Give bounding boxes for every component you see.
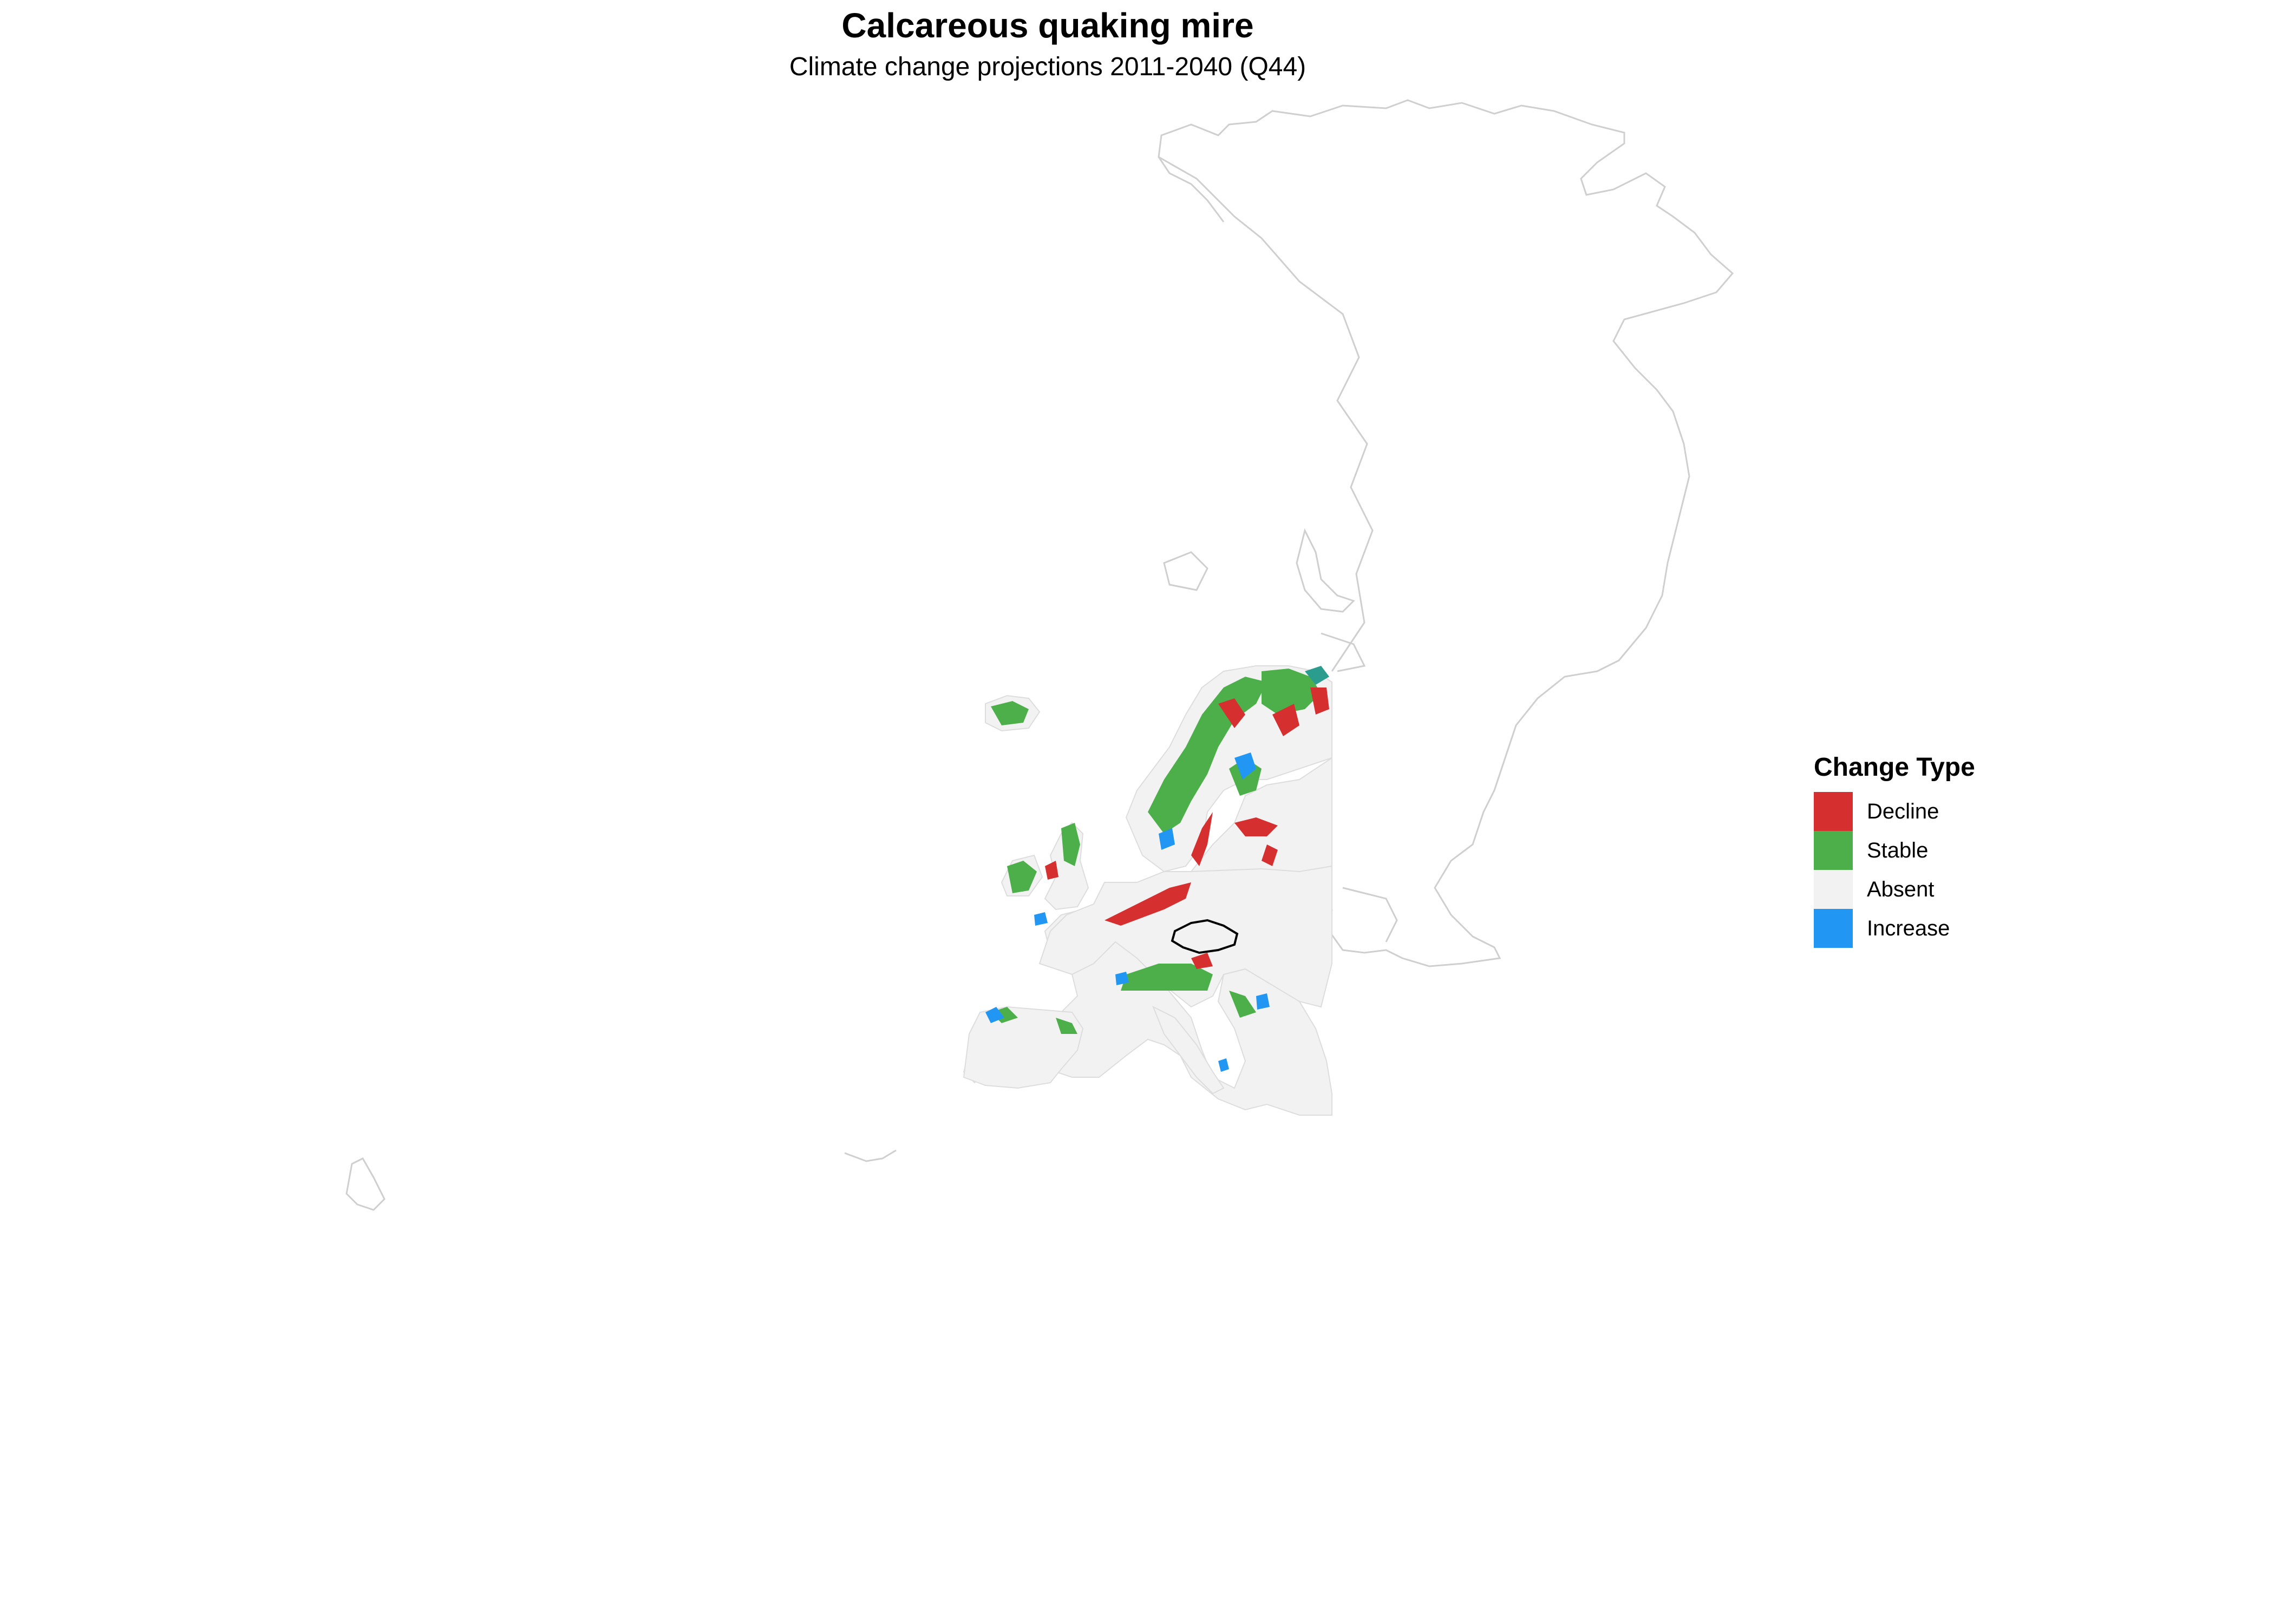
legend-label-absent: Absent bbox=[1867, 877, 1935, 901]
atlantic-island-outline bbox=[345, 1157, 385, 1211]
decline-patches bbox=[1045, 687, 1329, 969]
legend-label-increase: Increase bbox=[1867, 916, 1950, 940]
legend-item-increase: Increase bbox=[1814, 909, 1975, 948]
legend-swatch-increase bbox=[1814, 909, 1853, 948]
alaska-fragment-outline bbox=[1158, 156, 1225, 222]
north-africa-fragment bbox=[844, 1149, 897, 1162]
legend-label-stable: Stable bbox=[1867, 838, 1929, 862]
legend-title: Change Type bbox=[1814, 753, 1975, 782]
legend: Change Type Decline Stable Absent Increa… bbox=[1814, 752, 1975, 948]
iberia-landmass bbox=[963, 1006, 1084, 1089]
legend-swatch-stable bbox=[1814, 831, 1853, 870]
increase-patches bbox=[985, 752, 1270, 1072]
france-central-landmass bbox=[1038, 854, 1332, 1008]
teal-patch bbox=[1305, 666, 1329, 685]
legend-item-absent: Absent bbox=[1814, 870, 1975, 909]
legend-item-decline: Decline bbox=[1814, 792, 1975, 831]
legend-swatch-decline bbox=[1814, 792, 1853, 831]
kola-outline bbox=[1321, 632, 1366, 672]
highlighted-country-border bbox=[1171, 919, 1239, 954]
legend-swatch-absent bbox=[1814, 870, 1853, 909]
map-title: Calcareous quaking mire bbox=[841, 6, 1254, 45]
eastern-europe-landmass bbox=[1190, 757, 1332, 873]
map-subtitle: Climate change projections 2011-2040 (Q4… bbox=[789, 53, 1306, 81]
svalbard-outline bbox=[1163, 551, 1208, 591]
caspian-region-outline bbox=[1342, 887, 1398, 942]
legend-label-decline: Decline bbox=[1867, 799, 1939, 823]
legend-item-stable: Stable bbox=[1814, 831, 1975, 870]
italy-landmass bbox=[1152, 1005, 1225, 1095]
novaya-zemlya-outline bbox=[1296, 528, 1355, 613]
